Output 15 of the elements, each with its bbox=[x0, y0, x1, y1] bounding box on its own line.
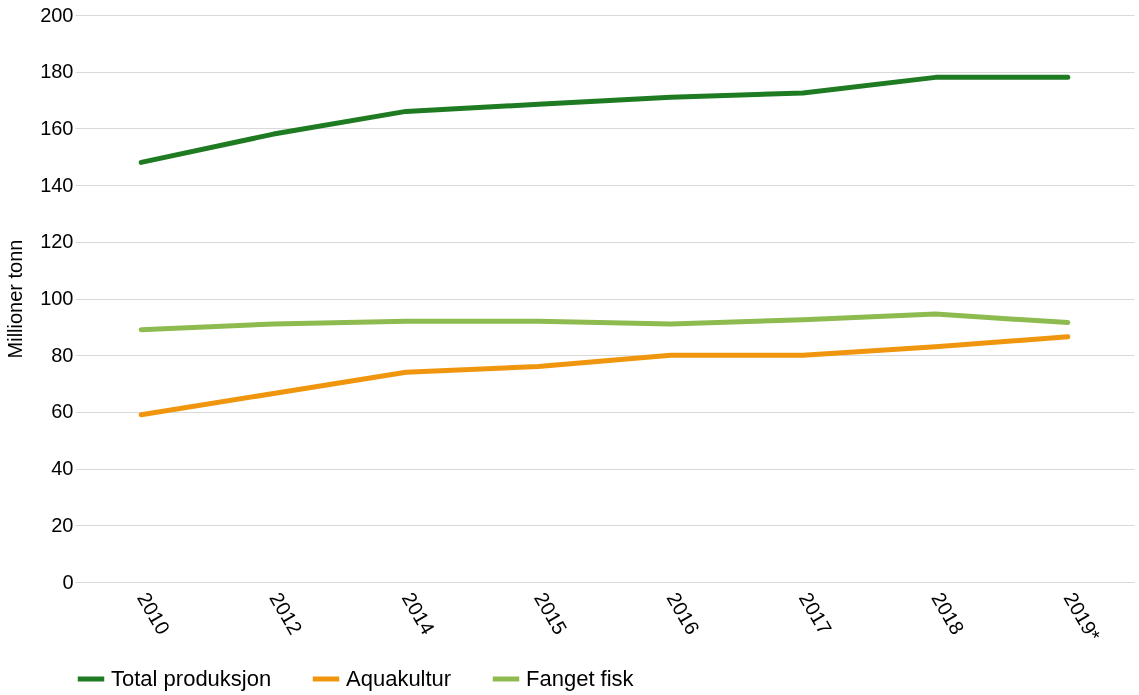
y-tick-label: 120 bbox=[40, 230, 74, 253]
y-tick-label: 80 bbox=[51, 343, 74, 366]
y-axis-title: Millioner tonn bbox=[4, 239, 27, 359]
y-tick-label: 180 bbox=[40, 60, 74, 83]
y-tick-label: 40 bbox=[51, 457, 74, 480]
y-tick-label: 20 bbox=[51, 513, 74, 536]
y-tick-label: 100 bbox=[40, 287, 74, 309]
y-tick-label: 60 bbox=[51, 400, 74, 423]
legend-label: Fanget fisk bbox=[526, 666, 635, 691]
y-tick-label: 140 bbox=[40, 173, 74, 196]
y-tick-label: 160 bbox=[40, 116, 74, 139]
y-tick-label: 0 bbox=[62, 570, 74, 593]
legend-label: Total produksjon bbox=[111, 666, 272, 691]
y-tick-label: 200 bbox=[40, 3, 74, 26]
legend-label: Aquakultur bbox=[346, 666, 452, 691]
